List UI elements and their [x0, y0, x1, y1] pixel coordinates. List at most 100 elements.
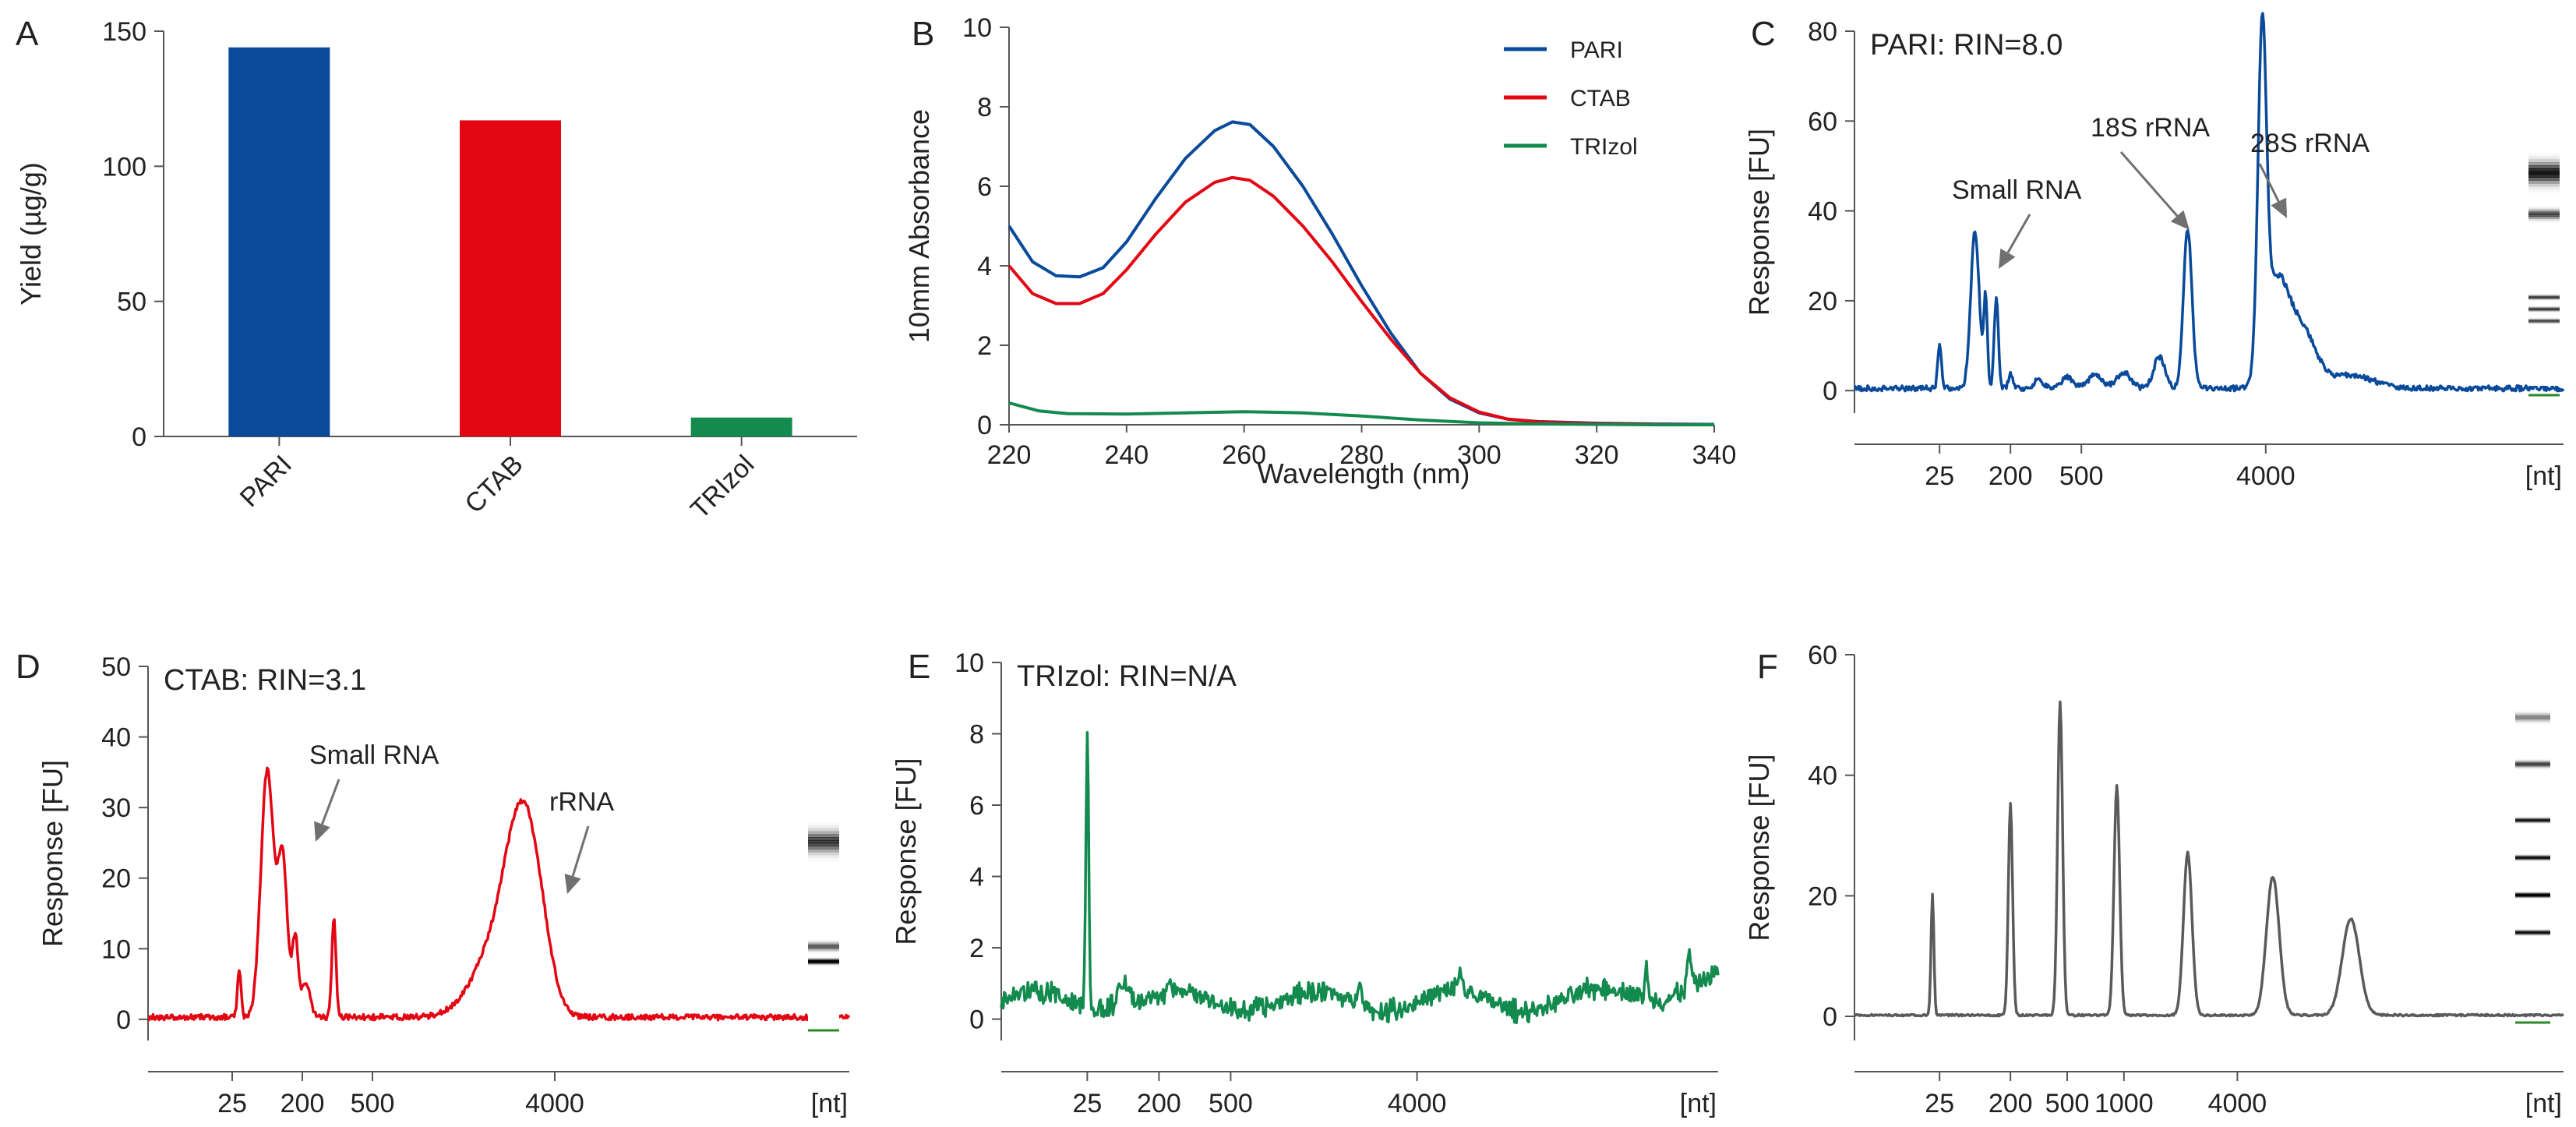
y-tick-label: 2: [969, 934, 984, 963]
gel-band: [2515, 854, 2550, 856]
legend-label-trizol: TRIzol: [1570, 134, 1638, 160]
series-line-ctab: [1007, 175, 1715, 426]
gel-band: [2528, 208, 2560, 210]
gel-band: [2515, 934, 2550, 935]
y-tick-label: 50: [117, 288, 146, 317]
rin-label: PARI: RIN=8.0: [1870, 29, 2063, 62]
gel-band: [2515, 897, 2550, 899]
gel-band: [2515, 715, 2550, 718]
annotation-label: Small RNA: [309, 740, 439, 770]
y-axis-title: Yield (µg/g): [15, 162, 47, 305]
gel-band: [808, 963, 839, 965]
gel-band: [2528, 207, 2560, 210]
gel-band: [2528, 214, 2560, 217]
gel-band: [2515, 859, 2550, 860]
gel-band: [2515, 712, 2550, 715]
gel-band: [2515, 719, 2550, 721]
gel-band: [808, 949, 839, 952]
gel-band: [2515, 892, 2550, 894]
y-tick-label: 20: [101, 864, 131, 894]
gel-band: [2528, 307, 2560, 309]
gel-band: [2528, 320, 2560, 322]
gel-band: [2515, 821, 2550, 823]
gel-band: [2528, 321, 2560, 323]
gel-band: [808, 945, 839, 948]
panel-letter-A: A: [16, 15, 39, 53]
annotation-arrow-head: [2170, 210, 2190, 230]
gel-band: [2515, 935, 2550, 937]
gel-band: [808, 951, 839, 953]
x-tick-label: 25: [1925, 1089, 1954, 1118]
chart-E: 0 2 4 6 8 10 25 200 500 4000 [nt] TRIzol: RIN=N/A Re…: [890, 648, 1720, 1118]
gel-band: [808, 828, 839, 832]
annotation-arrow-head: [314, 821, 330, 842]
gel-band: [2515, 934, 2550, 936]
gel-band: [2515, 719, 2550, 722]
gel-band: [2515, 898, 2550, 899]
gel-band: [808, 851, 839, 856]
gel-band: [2515, 858, 2550, 860]
gel-band: [2515, 766, 2550, 768]
gel-band: [2515, 714, 2550, 716]
gel-band: [2515, 896, 2550, 897]
gel-band: [2515, 759, 2550, 761]
gel-band: [2528, 295, 2560, 298]
x-tick-label: 200: [281, 1089, 325, 1118]
y-tick-label: 0: [132, 422, 146, 452]
x-tick-label: 500: [351, 1089, 395, 1118]
gel-band: [2515, 822, 2550, 824]
gel-band: [2515, 765, 2550, 767]
y-tick-label: 4: [969, 863, 984, 892]
trace-line: [1854, 700, 2564, 1018]
gel-band: [2528, 185, 2560, 190]
gel-band: [808, 837, 839, 841]
gel-band: [808, 846, 839, 850]
gel-band: [2528, 322, 2560, 324]
gel-band: [2515, 820, 2550, 821]
gel-lane: [808, 772, 839, 1032]
panel-letter-C: C: [1751, 15, 1776, 53]
trace-line: [1853, 12, 2565, 393]
y-tick-label: 20: [1808, 287, 1837, 316]
y-tick-label: 6: [977, 172, 992, 202]
gel-band: [2528, 323, 2560, 325]
trace-line: [1000, 730, 1720, 1025]
y-axis-title: 10mm Absorbance: [903, 109, 935, 343]
gel-band: [808, 963, 839, 966]
x-tick-label: CTAB: [459, 450, 528, 519]
gel-band: [2515, 767, 2550, 769]
x-tick-label: 1000: [2094, 1089, 2154, 1118]
gel-band: [808, 945, 839, 947]
gel-band: [2515, 817, 2550, 818]
bar-ctab: [460, 120, 561, 436]
y-tick-label: 8: [977, 93, 992, 122]
gel-band: [2515, 933, 2550, 934]
gel-band: [2528, 162, 2560, 166]
rin-label: TRIzol: RIN=N/A: [1017, 660, 1237, 693]
gel-band: [2528, 174, 2560, 178]
annotation-label: 18S rRNA: [2091, 113, 2210, 143]
x-unit-label: [nt]: [2525, 1089, 2562, 1118]
gel-band: [808, 949, 839, 951]
gel-band: [2528, 300, 2560, 302]
gel-band: [2528, 297, 2560, 299]
gel-band: [2515, 722, 2550, 724]
gel-band: [2528, 299, 2560, 301]
x-tick-label: 25: [217, 1089, 247, 1118]
gel-band: [2528, 319, 2560, 321]
gel-band: [2528, 171, 2560, 175]
annotation-label: 28S rRNA: [2250, 129, 2370, 158]
gel-band: [808, 843, 839, 847]
gel-band: [2528, 294, 2560, 296]
y-tick-label: 0: [977, 411, 992, 440]
chart-D: 0 10 20 30 40 50 25 200 500 4000 [nt] CTAB: RIN=3.1…: [37, 652, 851, 1118]
gel-band: [2528, 308, 2560, 310]
x-tick-label: 320: [1575, 440, 1619, 470]
gel-band: [808, 957, 839, 959]
y-tick-label: 80: [1808, 17, 1837, 47]
gel-band: [2528, 210, 2560, 212]
annotation-arrow-shaft: [2119, 151, 2179, 217]
annotation-arrow-head: [2271, 197, 2287, 218]
gel-band: [2528, 311, 2560, 313]
gel-band: [2528, 310, 2560, 313]
